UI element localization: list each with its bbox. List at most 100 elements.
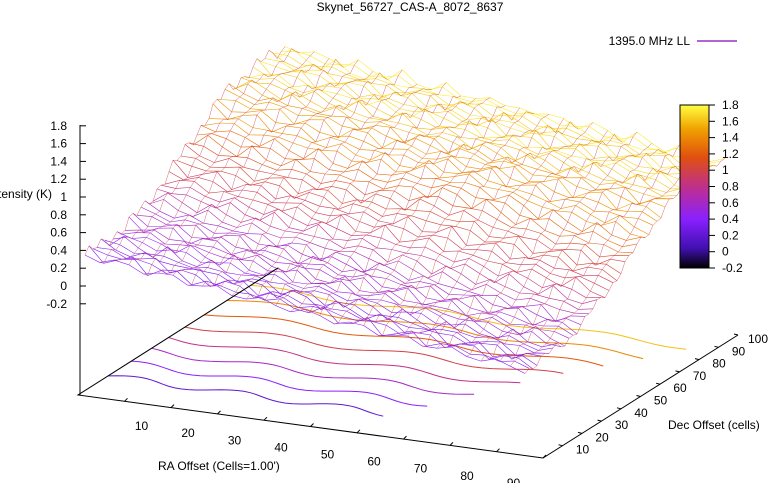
y-tick bbox=[616, 407, 622, 410]
surface-line bbox=[348, 113, 550, 324]
chart-title: Skynet_56727_CAS-A_8072_8637 bbox=[317, 0, 504, 14]
colorbar-tick-label: 1.6 bbox=[722, 114, 739, 128]
x-tick bbox=[310, 423, 314, 427]
x-tick-label: 80 bbox=[460, 469, 474, 483]
surface-line bbox=[84, 46, 286, 256]
surface-line bbox=[392, 122, 594, 336]
z-tick-label: 1.8 bbox=[50, 119, 67, 133]
surface-line bbox=[260, 61, 702, 182]
z-tick-label: 0 bbox=[60, 279, 67, 293]
surface-line bbox=[128, 58, 330, 266]
z-tick-label: 1 bbox=[60, 190, 67, 204]
surface-line bbox=[334, 111, 535, 325]
x-tick-label: 70 bbox=[414, 462, 428, 476]
x-tick-label: 10 bbox=[135, 419, 149, 433]
colorbar-tick-label: 0.8 bbox=[722, 180, 739, 194]
surface-line bbox=[232, 83, 674, 199]
surface-line bbox=[132, 213, 574, 336]
surface-line bbox=[510, 161, 711, 367]
surface-line bbox=[176, 160, 618, 281]
surface-line bbox=[187, 72, 388, 286]
base-frame bbox=[76, 267, 739, 459]
x-tick-label: 30 bbox=[228, 433, 242, 447]
x-tick bbox=[542, 454, 547, 459]
y-tick-label: 90 bbox=[732, 344, 746, 358]
contour-line bbox=[250, 284, 687, 350]
x-tick-label: 90 bbox=[507, 476, 521, 483]
x-tick bbox=[170, 404, 175, 408]
y-tick bbox=[558, 444, 563, 447]
surface-line bbox=[200, 125, 642, 241]
legend-label: 1395.0 MHz LL bbox=[609, 34, 691, 48]
y-tick-label: 20 bbox=[595, 430, 609, 444]
contour-line bbox=[168, 337, 521, 384]
colorbar: 1.8 1.6 1.4 1.2 1 0.8 0.6 0.4 0.2 0 -0.2 bbox=[679, 98, 743, 275]
colorbar-tick-label: 1 bbox=[722, 163, 729, 177]
x-tick-label: 60 bbox=[367, 455, 381, 469]
colorbar-tick-label: 1.8 bbox=[722, 98, 739, 112]
y-tick-label: 70 bbox=[693, 369, 707, 383]
y-tick-label: 60 bbox=[673, 381, 687, 395]
y-tick-label: 80 bbox=[712, 357, 726, 371]
surface-line bbox=[184, 144, 626, 266]
x-tick bbox=[403, 435, 407, 440]
x-tick bbox=[356, 429, 361, 434]
x-tick-label: 50 bbox=[321, 448, 335, 462]
colorbar-tick-label: -0.2 bbox=[722, 261, 743, 275]
surface-line bbox=[422, 133, 623, 347]
y-tick bbox=[636, 395, 641, 397]
x-tick bbox=[124, 397, 128, 402]
x-tick bbox=[496, 448, 500, 453]
z-tick-label: 0.6 bbox=[50, 226, 67, 240]
colorbar-tick-label: 0 bbox=[722, 245, 729, 259]
y-tick bbox=[675, 370, 680, 373]
colorbar-tick-label: 0.6 bbox=[722, 196, 739, 210]
surface-line bbox=[246, 82, 447, 300]
y-tick-label: 50 bbox=[654, 394, 668, 408]
legend: 1395.0 MHz LL bbox=[609, 34, 737, 48]
surface-line bbox=[202, 69, 403, 287]
surface-line bbox=[260, 95, 462, 301]
colorbar-gradient bbox=[679, 104, 710, 269]
surface-line bbox=[363, 118, 564, 326]
surface-line bbox=[451, 143, 652, 348]
x-tick-label: 40 bbox=[274, 440, 288, 454]
y-tick-label: 100 bbox=[748, 332, 768, 346]
y-tick-label: 10 bbox=[576, 443, 590, 457]
surface-line bbox=[140, 206, 582, 326]
x-axis-label: RA Offset (Cells=1.00') bbox=[158, 459, 280, 473]
surface-line bbox=[216, 84, 418, 287]
surface-line bbox=[407, 130, 608, 337]
surface-line bbox=[92, 248, 534, 370]
colorbar-tick-label: 0.4 bbox=[722, 212, 739, 226]
surface-line bbox=[116, 231, 558, 348]
z-tick-label: 0.4 bbox=[50, 243, 67, 257]
contour-line bbox=[226, 300, 644, 360]
contour-line bbox=[107, 375, 384, 417]
surface-line bbox=[436, 131, 638, 349]
surface-line bbox=[264, 58, 706, 177]
axes: 1.81.61.41.210.80.60.40.20-0.21020304050… bbox=[46, 119, 768, 483]
x-tick-label: 20 bbox=[181, 426, 195, 440]
contour-line bbox=[184, 326, 564, 374]
surface-line bbox=[212, 103, 654, 226]
surface-mesh bbox=[84, 46, 726, 374]
surface-line bbox=[480, 143, 682, 362]
colorbar-tick-label: 1.2 bbox=[722, 147, 739, 161]
y-tick bbox=[733, 333, 739, 336]
surface-line bbox=[99, 48, 300, 264]
z-tick-label: 0.2 bbox=[50, 261, 67, 275]
z-tick-label: 1.2 bbox=[50, 172, 67, 186]
surface-line bbox=[143, 58, 344, 276]
y-tick bbox=[577, 431, 583, 434]
surface-line bbox=[319, 107, 520, 316]
surface-line bbox=[231, 88, 432, 296]
y-tick bbox=[655, 382, 661, 385]
surface-line bbox=[100, 238, 542, 360]
y-tick-label: 40 bbox=[634, 406, 648, 420]
z-tick-label: 1.6 bbox=[50, 137, 67, 151]
colorbar-tick-label: 0.2 bbox=[722, 228, 739, 242]
colorbar-tick-label: 1.4 bbox=[722, 131, 739, 145]
surface-line bbox=[152, 192, 594, 310]
